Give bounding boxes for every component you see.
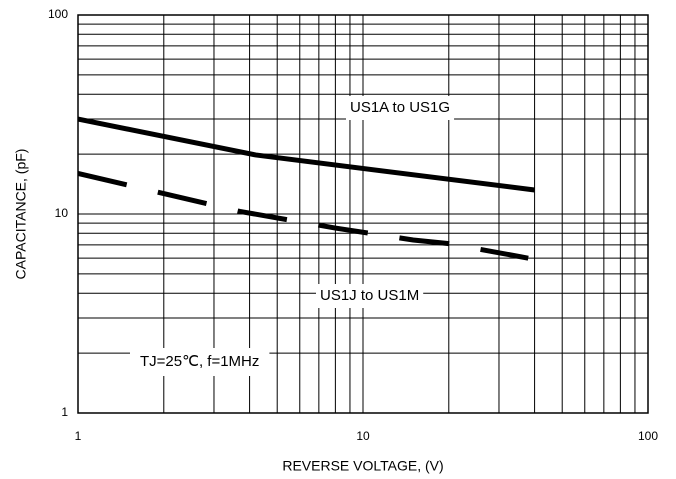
- x-axis-label: REVERSE VOLTAGE, (V): [282, 458, 443, 474]
- series-label: US1J to US1M: [320, 287, 419, 304]
- series-label: US1A to US1G: [350, 99, 450, 116]
- annotation: TJ=25℃, f=1MHz: [140, 353, 259, 370]
- label-background: [346, 96, 455, 120]
- y-tick-label: 100: [48, 7, 68, 21]
- series-line: [77, 116, 535, 193]
- x-tick-label: 1: [75, 429, 82, 443]
- y-tick-label: 1: [61, 405, 68, 419]
- y-tick-label: 10: [55, 206, 69, 220]
- x-tick-label: 10: [356, 429, 370, 443]
- label-background: [316, 284, 424, 308]
- x-tick-label: 100: [638, 429, 658, 443]
- annotation-background: [130, 348, 270, 376]
- y-axis-label: CAPACITANCE, (pF): [13, 149, 29, 280]
